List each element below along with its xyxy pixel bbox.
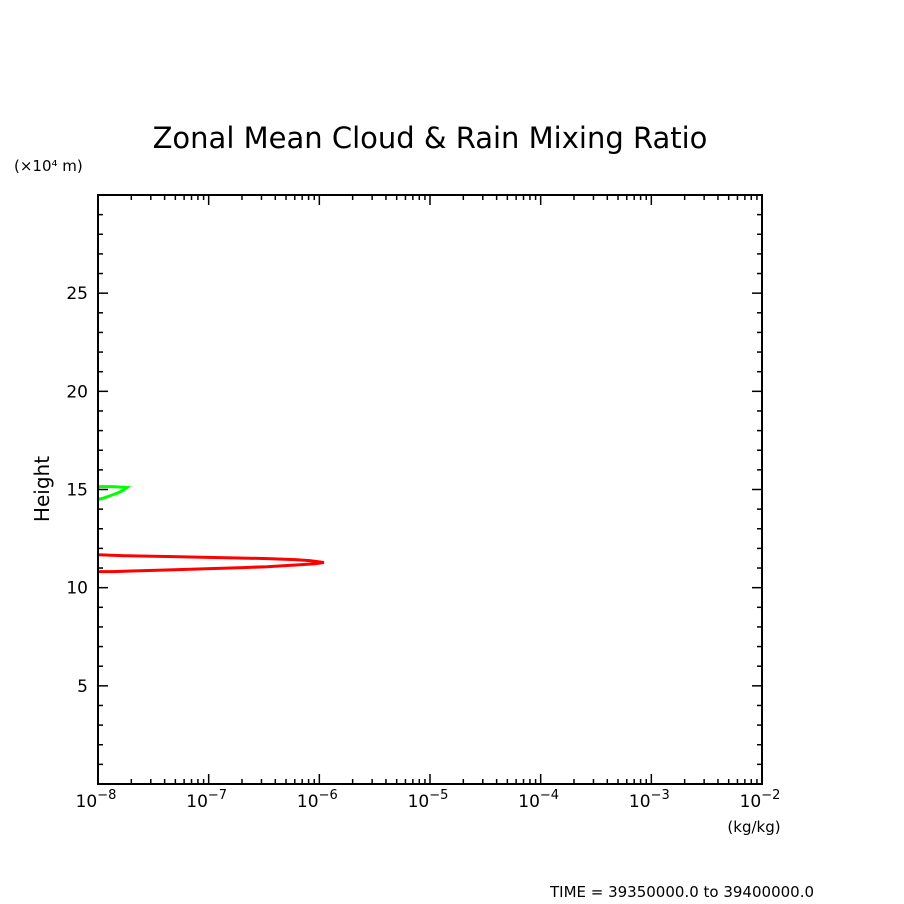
y-tick-label: 20	[66, 382, 88, 402]
x-tick-base: 10	[518, 792, 540, 812]
x-tick-exponent: −5	[429, 788, 448, 803]
x-tick-label: 10−7	[186, 788, 227, 812]
y-tick-label: 25	[66, 284, 88, 304]
plot-frame	[97, 194, 763, 785]
series-group	[97, 485, 325, 574]
x-tick-label: 10−5	[408, 788, 449, 812]
x-axis-label: (kg/kg)	[727, 818, 780, 836]
x-tick-base: 10	[740, 792, 762, 812]
series-line-1	[97, 485, 132, 501]
x-tick-label: 10−4	[518, 788, 559, 812]
x-tick-label: 10−3	[629, 788, 670, 812]
y-unit-label: (×10⁴ m)	[14, 157, 83, 175]
x-tick-exponent: −8	[97, 788, 116, 803]
x-tick-base: 10	[408, 792, 430, 812]
chart-title: Zonal Mean Cloud & Rain Mixing Ratio	[153, 121, 708, 155]
y-tick-label: 5	[77, 677, 88, 697]
x-tick-label: 10−2	[740, 788, 781, 812]
x-tick-base: 10	[297, 792, 319, 812]
x-tick-base: 10	[629, 792, 651, 812]
x-tick-label: 10−8	[76, 788, 117, 812]
series-line-0	[97, 553, 325, 574]
x-tick-exponent: −3	[651, 788, 670, 803]
time-range-label: TIME = 39350000.0 to 39400000.0	[549, 883, 814, 901]
x-tick-exponent: −7	[208, 788, 227, 803]
x-tick-exponent: −4	[540, 788, 559, 803]
y-tick-label: 15	[66, 481, 88, 501]
x-tick-exponent: −6	[319, 788, 338, 803]
y-tick-label: 10	[66, 579, 88, 599]
x-tick-base: 10	[186, 792, 208, 812]
x-tick-exponent: −2	[761, 788, 780, 803]
x-tick-label: 10−6	[297, 788, 338, 812]
x-tick-base: 10	[76, 792, 98, 812]
y-axis-label: Height	[30, 456, 54, 522]
